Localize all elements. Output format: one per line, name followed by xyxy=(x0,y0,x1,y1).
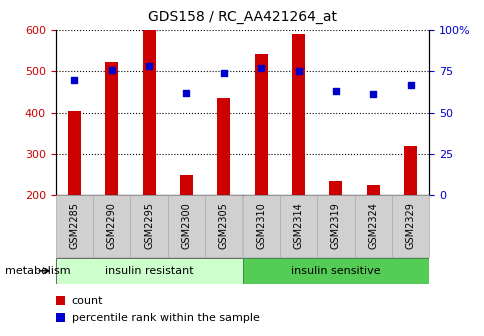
Text: GSM2314: GSM2314 xyxy=(293,203,303,249)
Bar xyxy=(403,146,416,195)
Bar xyxy=(254,54,267,195)
Text: insulin resistant: insulin resistant xyxy=(105,266,193,276)
Bar xyxy=(56,258,242,284)
Bar xyxy=(56,195,93,257)
Text: count: count xyxy=(72,296,103,306)
Point xyxy=(182,90,190,95)
Point xyxy=(369,92,377,97)
Bar xyxy=(242,195,279,257)
Text: GDS158 / RC_AA421264_at: GDS158 / RC_AA421264_at xyxy=(148,10,336,24)
Text: GSM2319: GSM2319 xyxy=(330,203,340,249)
Text: GSM2285: GSM2285 xyxy=(69,203,79,249)
Bar xyxy=(130,195,167,257)
Text: GSM2310: GSM2310 xyxy=(256,203,266,249)
Bar xyxy=(68,111,81,195)
Bar xyxy=(105,62,118,195)
Bar xyxy=(366,185,379,195)
Point xyxy=(71,77,78,82)
Point xyxy=(219,70,227,76)
Point xyxy=(145,64,153,69)
Point xyxy=(294,69,302,74)
Point xyxy=(257,66,265,71)
Point xyxy=(107,67,115,73)
Bar xyxy=(391,195,428,257)
Bar xyxy=(93,195,130,257)
Point xyxy=(331,88,339,94)
Bar xyxy=(279,195,317,257)
Text: GSM2329: GSM2329 xyxy=(405,203,415,249)
Text: metabolism: metabolism xyxy=(5,266,70,276)
Text: insulin sensitive: insulin sensitive xyxy=(290,266,380,276)
Bar xyxy=(354,195,391,257)
Bar xyxy=(142,30,155,195)
Bar xyxy=(217,98,230,195)
Bar xyxy=(329,181,342,195)
Bar xyxy=(242,258,428,284)
Bar xyxy=(180,175,193,195)
Text: GSM2290: GSM2290 xyxy=(106,203,117,249)
Text: GSM2305: GSM2305 xyxy=(218,203,228,249)
Bar xyxy=(317,195,354,257)
Text: GSM2324: GSM2324 xyxy=(367,203,378,249)
Text: GSM2295: GSM2295 xyxy=(144,203,154,249)
Bar xyxy=(167,195,205,257)
Text: GSM2300: GSM2300 xyxy=(181,203,191,249)
Point xyxy=(406,82,413,87)
Text: percentile rank within the sample: percentile rank within the sample xyxy=(72,312,259,323)
Bar xyxy=(291,34,304,195)
Bar xyxy=(205,195,242,257)
